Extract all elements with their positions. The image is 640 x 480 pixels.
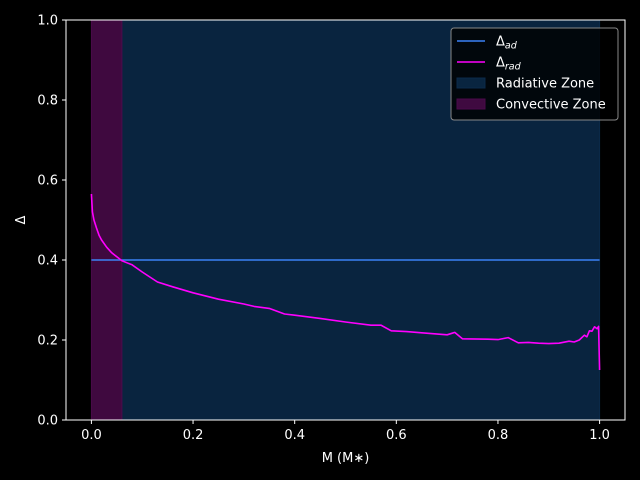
x-tick-label: 0.6 <box>386 428 407 443</box>
legend-label-radiative-zone: Radiative Zone <box>496 77 594 92</box>
x-axis-label: M (M∗) <box>322 451 370 466</box>
x-tick-label: 0.4 <box>284 428 305 443</box>
series-lines <box>90 193 601 371</box>
region-convective-zone <box>90 19 123 421</box>
legend-label-rad: Δrad <box>496 56 522 73</box>
legend: Δad Δrad Radiative Zone Convective Zone <box>450 27 619 121</box>
legend-label-ad: Δad <box>496 35 518 52</box>
y-axis-label: Δ <box>14 215 29 224</box>
y-tick-label: 0.8 <box>37 94 58 109</box>
y-tick-label: 0.4 <box>37 254 58 269</box>
y-tick-label: 0.2 <box>37 334 58 349</box>
legend-box <box>450 27 619 121</box>
legend-swatch-convective-zone <box>456 98 486 110</box>
y-tick-label: 0.0 <box>37 414 58 429</box>
legend-swatch-radiative-zone <box>456 77 486 89</box>
legend-label-convective-zone: Convective Zone <box>496 98 606 113</box>
x-tick-label: 0.2 <box>183 428 204 443</box>
series-line-rad <box>90 193 601 371</box>
y-tick-label: 0.6 <box>37 174 58 189</box>
y-tick-label: 1.0 <box>37 14 58 29</box>
axes: 0.0 0.2 0.4 0.6 0.8 1.0 0.0 0.2 0.4 0.6 0.8 1.0 <box>37 14 626 443</box>
x-tick-label: 0.8 <box>488 428 509 443</box>
plot-frame <box>65 19 626 421</box>
x-tick-label: 0.0 <box>81 428 102 443</box>
x-tick-label: 1.0 <box>589 428 610 443</box>
